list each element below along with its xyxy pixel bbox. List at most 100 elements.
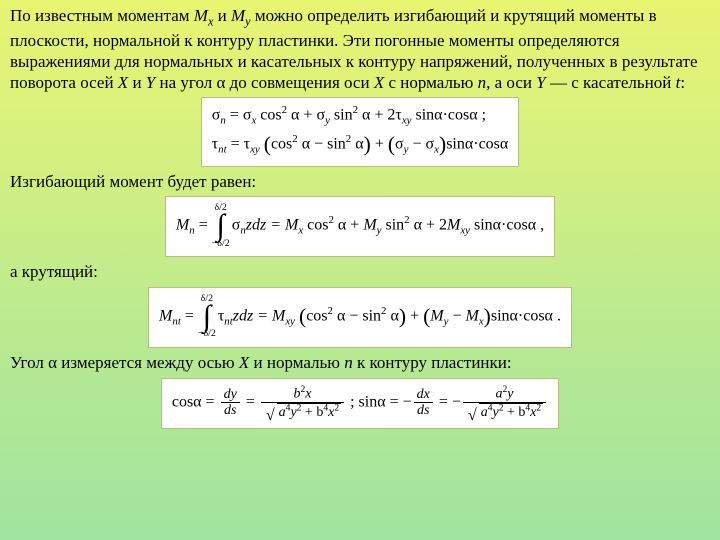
p1-t4: на угол α до совмещения оси (155, 73, 374, 92)
p1-and: и (213, 6, 231, 25)
den: a4y2 + b4x2 (463, 403, 546, 421)
lim-bot: −δ/2 (198, 329, 216, 339)
sep: ; (346, 393, 358, 410)
p4-t1: и нормалью (249, 353, 344, 372)
Y2: Y (536, 73, 545, 92)
integral-icon: ∫ (212, 213, 230, 239)
p1-text: По известным моментам (10, 6, 194, 25)
integral: δ/2∫−δ/2 (198, 294, 216, 340)
equation-4: cosα = dyds = b2xa4y2 + b4x2 ; sinα = −d… (161, 378, 559, 430)
eq: = (195, 216, 212, 233)
equation-2-wrap: Mn = δ/2∫−δ/2σnzdz = Mx cos2 α + My sin2… (10, 196, 710, 258)
a: a (279, 405, 286, 420)
eq2-line: Mn = δ/2∫−δ/2σnzdz = Mx cos2 α + My sin2… (176, 203, 544, 249)
den: ds (221, 403, 240, 418)
p4-t0: Угол α измеряется между осью (10, 353, 239, 372)
plus: + (406, 307, 423, 324)
sqrt-icon: a4y2 + b4x2 (264, 403, 341, 421)
X: X (118, 73, 128, 92)
alpha: α + (287, 107, 316, 124)
radicand: a4y2 + b4x2 (277, 403, 341, 420)
tail: sinα·cosα . (491, 307, 561, 324)
sub-xy: xy (250, 143, 260, 155)
paragraph-3: а крутящий: (10, 261, 710, 282)
sy: σ (395, 135, 404, 152)
minus: − σ (409, 135, 435, 152)
Mx: M (465, 307, 478, 324)
equation-3: Mnt = δ/2∫−δ/2τntzdz = Mxy (cos2 α − sin… (148, 287, 572, 349)
frac-dx-ds: dxds (414, 387, 433, 419)
lim-bot: −δ/2 (212, 239, 230, 249)
eq4-line: cosα = dyds = b2xa4y2 + b4x2 ; sinα = −d… (172, 385, 548, 421)
Mx-M: M (194, 6, 208, 25)
sigma-y: σ (316, 107, 325, 124)
My-M: M (231, 6, 245, 25)
p1-t8: : (680, 73, 685, 92)
sub-xy: xy (285, 315, 295, 327)
Mn: M (176, 216, 189, 233)
plus: + (371, 135, 388, 152)
Mxy: M (447, 216, 460, 233)
p4-t2: к контуру пластинки: (353, 353, 512, 372)
My: M (363, 216, 376, 233)
sub-y: y (325, 115, 330, 127)
den: a4y2 + b4x2 (261, 403, 344, 421)
My: M (430, 307, 443, 324)
p1-t7: — с касательной (546, 73, 676, 92)
sub-nt: nt (218, 143, 226, 155)
alpha: α (351, 135, 363, 152)
equation-3-wrap: Mnt = δ/2∫−δ/2τntzdz = Mxy (cos2 α − sin… (10, 287, 710, 349)
frac-a2y: a2ya4y2 + b4x2 (463, 385, 546, 421)
p1-t3: и (128, 73, 146, 92)
equation-1-wrap: σn = σx cos2 α + σy sin2 α + 2τxy sinα·c… (10, 97, 710, 166)
a: a (481, 405, 488, 420)
sub-xy: xy (402, 115, 412, 127)
tail: sinα·cosα (446, 135, 508, 152)
sub-nt: nt (172, 315, 180, 327)
eq: = (242, 393, 259, 410)
plus: + b (301, 405, 323, 420)
cos: cos (260, 107, 281, 124)
integral: δ/2∫−δ/2 (212, 203, 230, 249)
eq1-line2: τnt = τxy (cos2 α − sin2 α) + (σy − σx)s… (212, 131, 509, 158)
p1-t5: с нормалью (384, 73, 477, 92)
Y: Y (146, 73, 155, 92)
zdz: zdz = (233, 307, 272, 324)
tail: sinα·cosα , (470, 216, 544, 233)
cos: cos (306, 307, 327, 324)
sub-nt2: nt (224, 315, 232, 327)
Mnt: M (159, 307, 172, 324)
sin: sinα = − (359, 393, 412, 410)
a2: α + 2 (410, 216, 447, 233)
lparen2: ( (388, 132, 395, 156)
sup2b: 2 (536, 403, 541, 413)
eq: = τ (227, 135, 250, 152)
paragraph-1: По известным моментам Mx и My можно опре… (10, 5, 710, 93)
alpha2: α + 2τ (358, 107, 402, 124)
rparen: ) (364, 132, 371, 156)
X: X (239, 353, 249, 372)
x: x (305, 386, 311, 401)
radicand: a4y2 + b4x2 (479, 403, 543, 420)
X2: X (374, 73, 384, 92)
cos: cos (303, 216, 328, 233)
integral-icon: ∫ (198, 304, 216, 330)
cos: cos (271, 135, 292, 152)
minus: − (448, 307, 465, 324)
n: n (344, 353, 353, 372)
equation-1: σn = σx cos2 α + σy sin2 α + 2τxy sinα·c… (201, 97, 520, 166)
num: b2x (261, 385, 344, 403)
sqrt-icon: a4y2 + b4x2 (466, 403, 543, 421)
equation-4-wrap: cosα = dyds = b2xa4y2 + b4x2 ; sinα = −d… (10, 378, 710, 430)
a: a (496, 386, 503, 401)
eq1-line1: σn = σx cos2 α + σy sin2 α + 2τxy sinα·c… (212, 104, 509, 128)
rparen: ) (399, 304, 406, 328)
sin: sin (334, 107, 353, 124)
lparen: ( (264, 132, 271, 156)
sin: sin (381, 216, 404, 233)
p1-t6: , а оси (486, 73, 536, 92)
paragraph-2: Изгибающий момент будет равен: (10, 171, 710, 192)
sub-xy: xy (460, 224, 470, 236)
cos: cosα = (172, 393, 219, 410)
page: По известным моментам Mx и My можно опре… (0, 0, 720, 438)
